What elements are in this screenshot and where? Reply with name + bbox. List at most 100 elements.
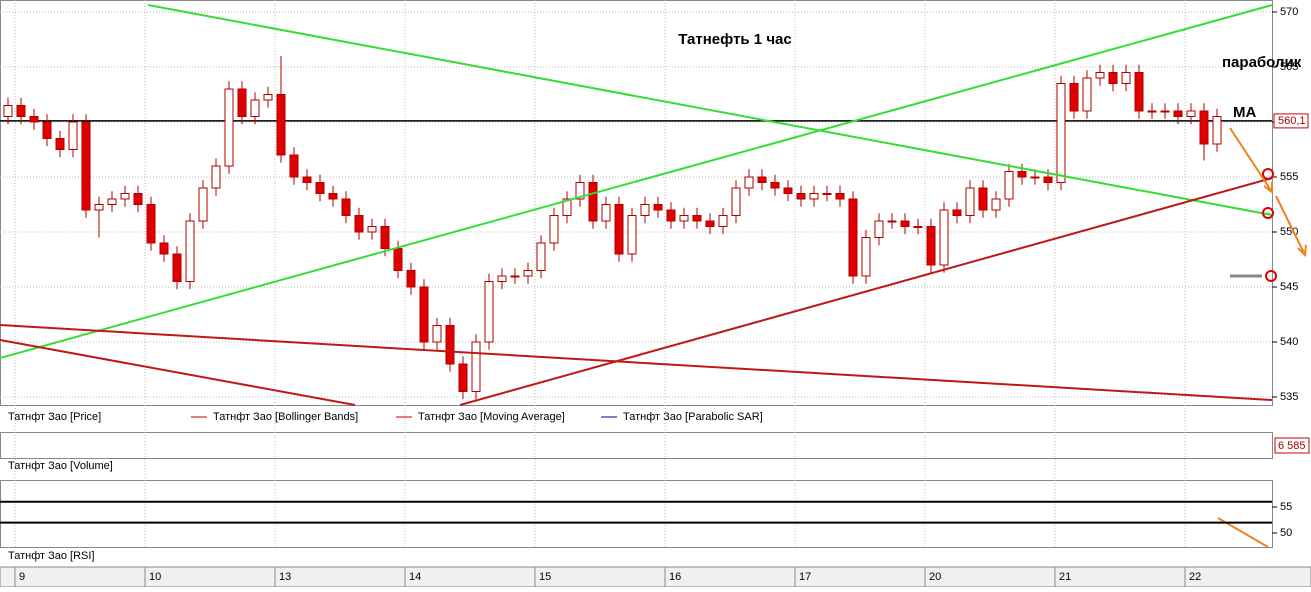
candle-body (146, 204, 156, 244)
candle-body (627, 215, 637, 255)
candle-body (419, 286, 429, 343)
candle-body (1056, 83, 1066, 183)
candle-body (289, 154, 299, 178)
value-tag (1273, 113, 1309, 129)
y-tick-label: 570 (1280, 6, 1298, 18)
candle-body (55, 138, 65, 150)
candle-body (523, 270, 533, 277)
legend-label: Татнфт Зао [Price] (8, 411, 101, 423)
candle-body (653, 204, 663, 211)
chart-title: Татнефть 1 час (678, 31, 791, 48)
y-tick-label: 55 (1280, 501, 1292, 513)
candle-body (42, 121, 52, 139)
volume-panel (0, 432, 1273, 459)
candle-body (237, 88, 247, 117)
candle-body (185, 220, 195, 282)
x-tick-label: 15 (539, 571, 551, 583)
candle-body (1212, 116, 1222, 145)
y-tick-label: 50 (1280, 527, 1292, 539)
y-tick-label: 540 (1280, 336, 1298, 348)
candle-body (172, 253, 182, 282)
arrow (1275, 195, 1306, 256)
candle-body (510, 275, 520, 278)
candle-body (900, 220, 910, 227)
candle-body (81, 121, 91, 211)
candle-body (757, 176, 767, 183)
x-tick-label: 9 (19, 571, 25, 583)
candle-body (354, 215, 364, 233)
candle-body (68, 121, 78, 150)
trend-line (147, 4, 1273, 216)
candle-body (107, 198, 117, 205)
candle-body (341, 198, 351, 216)
trend-line (459, 177, 1273, 406)
candle-body (1043, 176, 1053, 183)
candle-body (861, 237, 871, 277)
candle-body (315, 182, 325, 194)
candle-body (1121, 72, 1131, 84)
candle-body (614, 204, 624, 255)
candle-body (718, 215, 728, 227)
volume-last: 6 585 (1278, 440, 1306, 452)
x-tick-label: 21 (1059, 571, 1071, 583)
candle-body (94, 204, 104, 211)
value-tag (1274, 437, 1310, 454)
rsi-panel (0, 480, 1273, 548)
candle-body (484, 281, 494, 343)
candle-body (549, 215, 559, 244)
candle-body (809, 193, 819, 200)
y-tick-label: 545 (1280, 281, 1298, 293)
y-tick-label: 555 (1280, 171, 1298, 183)
candle-body (783, 187, 793, 194)
candle-body (1186, 110, 1196, 117)
candle-body (575, 182, 585, 200)
trend-line (0, 339, 356, 406)
candle-body (848, 198, 858, 277)
candle-body (1134, 72, 1144, 112)
candle-body (159, 242, 169, 255)
candle-body (133, 193, 143, 205)
arrow-head (1263, 182, 1273, 194)
trend-line (0, 324, 1273, 401)
candle-body (497, 275, 507, 282)
arrow (1229, 127, 1273, 193)
candle-body (770, 182, 780, 189)
candle-body (367, 226, 377, 233)
candle-body (1030, 176, 1040, 179)
candle-body (939, 209, 949, 266)
candle-body (1199, 110, 1209, 145)
arrow-head (1297, 244, 1307, 258)
candle-body (1004, 171, 1014, 200)
candle-body (731, 187, 741, 216)
candle-body (666, 209, 676, 222)
last-price-label: 560,1 (1278, 115, 1306, 127)
candle-body (211, 165, 221, 189)
candle-body (991, 198, 1001, 211)
candle-body (3, 105, 13, 117)
y-tick-label: 550 (1280, 226, 1298, 238)
candle-body (1173, 110, 1183, 117)
candle-body (445, 325, 455, 365)
x-tick-label: 17 (799, 571, 811, 583)
candle-body (913, 226, 923, 228)
x-tick-label: 14 (409, 571, 421, 583)
panel-label: Татнфт Зао [RSI] (8, 550, 95, 562)
candle-body (640, 204, 650, 216)
candle-body (29, 116, 39, 123)
candle-body (406, 270, 416, 288)
candle-body (120, 193, 130, 200)
candle-body (1108, 72, 1118, 84)
candle-body (276, 94, 286, 156)
candle-body (263, 94, 273, 101)
panel-label: Татнфт Зао [Volume] (8, 460, 113, 472)
candle-body (302, 176, 312, 183)
x-tick-label: 20 (929, 571, 941, 583)
candle-body (744, 176, 754, 189)
candle-body (328, 193, 338, 200)
marker (1262, 168, 1274, 180)
x-tick-label: 16 (669, 571, 681, 583)
candle-body (198, 187, 208, 222)
legend-label: Татнфт Зао [Parabolic SAR] (623, 411, 763, 423)
